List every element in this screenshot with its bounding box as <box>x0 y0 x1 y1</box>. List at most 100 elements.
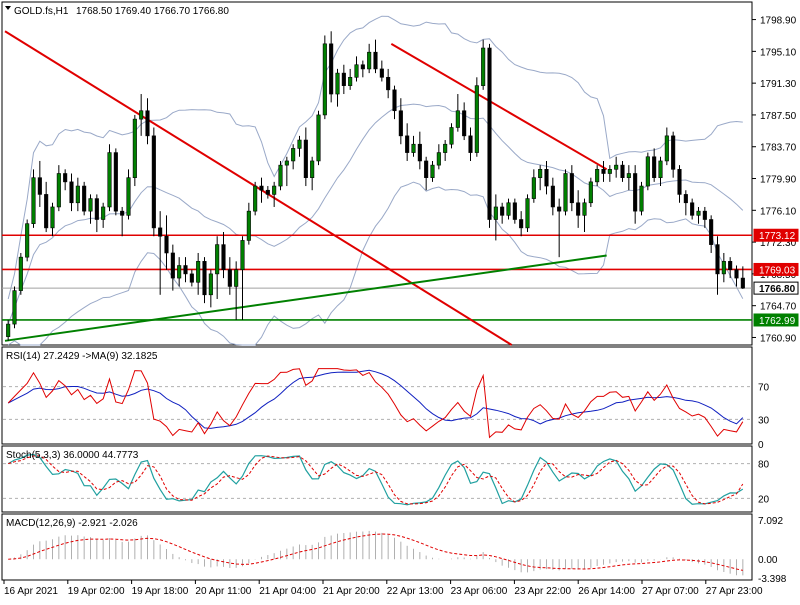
candle-body <box>145 110 150 137</box>
stoch-main-line <box>7 453 744 506</box>
candle <box>316 110 321 166</box>
candle <box>639 181 644 216</box>
candle-body <box>506 202 511 216</box>
candle-body <box>297 139 302 149</box>
candle <box>221 232 226 279</box>
collapse-triangle-icon[interactable] <box>5 6 11 10</box>
time-tick-label: 27 Apr 23:00 <box>706 586 763 597</box>
candle-body <box>367 51 372 70</box>
candle <box>6 319 11 341</box>
candle-body <box>544 169 549 187</box>
candle-body <box>449 127 454 145</box>
price-tick-label: 1791.30 <box>760 79 797 90</box>
candle-body <box>37 177 42 195</box>
candle <box>633 165 638 224</box>
candle-body <box>645 156 650 187</box>
candle-body <box>392 89 397 112</box>
candle <box>620 160 625 182</box>
candle-body <box>132 118 137 178</box>
candle-body <box>126 177 131 216</box>
candle <box>582 198 587 233</box>
time-tick-label: 27 Apr 07:00 <box>642 586 699 597</box>
candle <box>683 190 688 216</box>
bollinger-bands <box>7 15 744 346</box>
candle <box>677 165 682 203</box>
candle-body <box>272 185 277 195</box>
bb-upper-line <box>7 15 743 300</box>
candle-body <box>164 235 169 254</box>
candle <box>354 56 359 82</box>
bb-lower-line <box>7 181 744 346</box>
stoch-axis-label: 20 <box>758 494 770 505</box>
candle-body <box>291 148 296 162</box>
rsi-panel-frame <box>1 346 753 445</box>
horizontal-levels[interactable] <box>2 234 752 321</box>
rsi-label: RSI(14) 27.2429 ->MA(9) 32.1825 <box>6 351 158 362</box>
candle <box>664 127 669 166</box>
price-badge <box>753 228 799 242</box>
candle <box>240 236 245 320</box>
candle-body <box>183 265 188 275</box>
candle <box>120 206 125 237</box>
candle-body <box>569 173 574 204</box>
candle <box>139 94 144 136</box>
candle-body <box>664 135 669 162</box>
stoch-panel-frame <box>1 445 753 513</box>
candle-body <box>221 244 226 271</box>
candle <box>455 94 460 132</box>
time-tick-label: 22 Apr 13:00 <box>387 586 444 597</box>
candle <box>557 198 562 258</box>
macd-panel: 7.092 0.00 -3.398 <box>8 516 787 585</box>
candle-body <box>620 164 625 178</box>
candle-body <box>474 85 479 153</box>
candle <box>310 156 315 191</box>
candle-body <box>626 173 631 178</box>
candlesticks <box>6 31 745 341</box>
time-axis: 16 Apr 2021 19 Apr 02:00 19 Apr 18:00 20 Ap… <box>3 580 763 597</box>
candle <box>322 35 327 120</box>
candle <box>31 169 36 228</box>
candle <box>158 211 163 295</box>
candle <box>512 198 517 224</box>
candle <box>56 165 61 212</box>
candle <box>652 148 657 182</box>
candle <box>348 68 353 90</box>
candle-body <box>360 64 365 70</box>
candle <box>94 194 99 233</box>
candle <box>360 60 365 78</box>
candle-body <box>202 261 207 296</box>
price-badge <box>753 262 799 276</box>
candle <box>392 85 397 120</box>
candle-body <box>246 210 251 241</box>
candle <box>44 181 49 233</box>
candle <box>430 160 435 182</box>
candle <box>341 64 346 95</box>
candle <box>424 156 429 191</box>
candle <box>728 257 733 279</box>
candle-body <box>683 194 688 204</box>
candle-body <box>265 189 270 195</box>
candle-body <box>234 269 239 287</box>
price-tick-label: 1787.50 <box>760 111 797 122</box>
candle-body <box>728 261 733 271</box>
candle <box>126 169 131 220</box>
candle <box>481 39 486 90</box>
candle-body <box>500 206 505 216</box>
candle <box>25 219 30 262</box>
candle <box>405 123 410 161</box>
candle <box>671 131 676 178</box>
candle-body <box>557 206 562 212</box>
candle <box>531 169 536 203</box>
trendlines[interactable] <box>4 30 608 346</box>
candle-body <box>151 135 156 229</box>
candle-body <box>493 206 498 220</box>
candle-body <box>88 198 93 212</box>
candle <box>246 202 251 245</box>
candle <box>595 165 600 187</box>
candle-body <box>576 202 581 216</box>
candle <box>544 160 549 195</box>
candle <box>645 152 650 191</box>
candle-body <box>398 110 403 137</box>
candle-body <box>582 202 587 216</box>
